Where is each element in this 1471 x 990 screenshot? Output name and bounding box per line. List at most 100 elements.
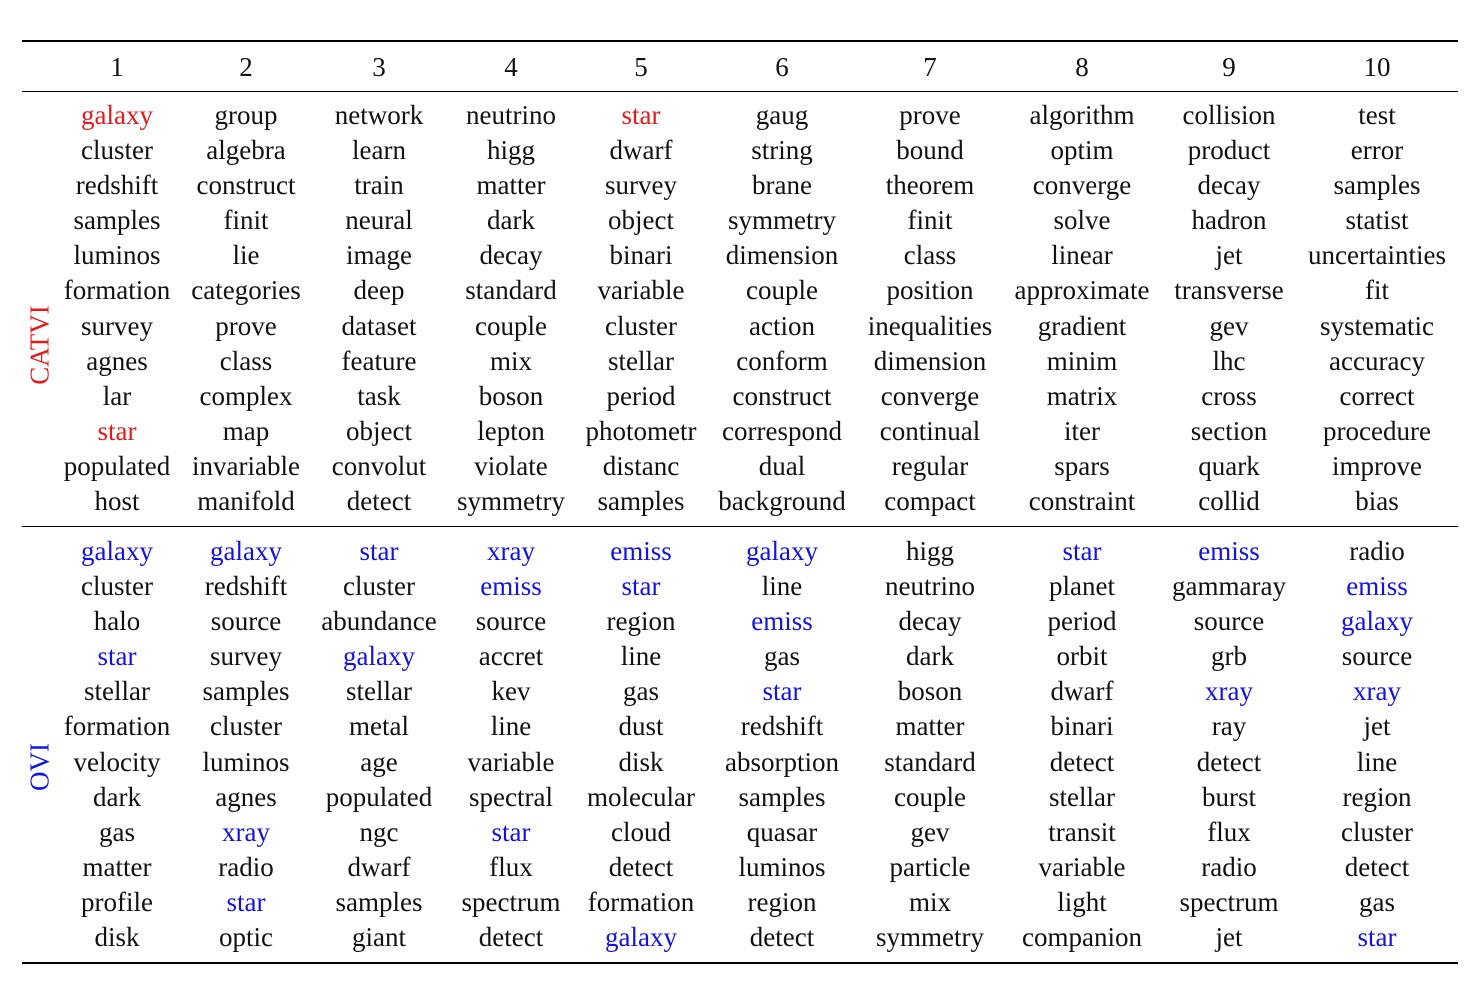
topic-word: construct bbox=[732, 380, 832, 411]
topic-word: stellar bbox=[608, 345, 674, 376]
topic-word: violate bbox=[474, 450, 548, 481]
topic-word: prove bbox=[899, 100, 961, 130]
topic-word: halo bbox=[93, 606, 141, 637]
topic-word: detect bbox=[478, 922, 544, 953]
topic-word: product bbox=[1187, 135, 1271, 166]
topic-word: source bbox=[1193, 606, 1265, 637]
topic-word: star bbox=[491, 816, 531, 847]
section-divider-rule bbox=[22, 526, 1458, 527]
topic-word: dark bbox=[487, 205, 535, 236]
bottom-rule bbox=[22, 962, 1458, 964]
topic-word: distanc bbox=[602, 450, 680, 481]
topic-word: star bbox=[1357, 922, 1397, 953]
topic-word: abundance bbox=[321, 606, 437, 637]
topic-word: galaxy bbox=[81, 100, 153, 130]
topic-column: galaxy cluster redshift samples luminos forma… bbox=[64, 98, 170, 519]
topic-word: samples bbox=[73, 205, 161, 236]
header-cell: 1 bbox=[110, 52, 124, 82]
topic-word: neutrino bbox=[466, 100, 556, 130]
topic-column: gaug string brane symmetry dimension couple ac… bbox=[718, 98, 845, 519]
topic-word: formation bbox=[63, 275, 171, 306]
topic-word: molecular bbox=[587, 781, 695, 812]
topic-word: symmetry bbox=[457, 486, 565, 517]
topic-word: optic bbox=[218, 922, 273, 953]
topic-word: gradient bbox=[1037, 310, 1127, 341]
topic-word: convolut bbox=[331, 450, 427, 481]
topic-word: radio bbox=[1201, 851, 1257, 882]
topic-word: populated bbox=[63, 450, 171, 481]
topic-word: region bbox=[1342, 781, 1412, 812]
topic-word: agnes bbox=[215, 781, 277, 812]
topic-word: galaxy bbox=[343, 641, 415, 672]
topic-word: theorem bbox=[885, 170, 975, 201]
topic-word: matrix bbox=[1046, 380, 1118, 411]
topic-word: categories bbox=[191, 275, 301, 306]
topic-word: detect bbox=[1196, 746, 1262, 777]
topic-word: grb bbox=[1210, 641, 1247, 672]
topic-column: network learn train neural image deep dataset f… bbox=[332, 98, 427, 519]
topic-word: flux bbox=[1207, 816, 1251, 847]
topic-word: emiss bbox=[1346, 571, 1408, 602]
topic-column: neutrino higg matter dark decay standard coupl… bbox=[457, 98, 565, 519]
topic-word: metal bbox=[349, 711, 409, 742]
topic-word: object bbox=[346, 415, 412, 446]
topic-word: light bbox=[1057, 886, 1107, 917]
topic-word: period bbox=[606, 380, 676, 411]
catvi-row-label: CATVI bbox=[24, 305, 55, 385]
topic-word: test bbox=[1358, 100, 1396, 130]
topic-word: couple bbox=[746, 275, 818, 306]
header-row: 1 2 3 4 5 6 7 8 9 10 bbox=[22, 46, 1458, 90]
topic-word: quasar bbox=[746, 816, 818, 847]
topic-word: region bbox=[606, 606, 676, 637]
topic-word: class bbox=[219, 345, 273, 376]
topic-word: radio bbox=[1349, 536, 1405, 566]
topic-word: disk bbox=[618, 746, 664, 777]
topic-word: survey bbox=[210, 641, 282, 672]
topic-word: accret bbox=[478, 641, 544, 672]
topic-word: variable bbox=[1038, 851, 1126, 882]
topic-word: xray bbox=[1205, 676, 1253, 707]
topic-word: variable bbox=[597, 275, 685, 306]
topic-column: test error samples statist uncertainties fit s… bbox=[1308, 98, 1446, 519]
topic-column: collision product decay hadron jet transverse… bbox=[1174, 98, 1283, 519]
topic-word: redshift bbox=[204, 571, 288, 602]
topic-word: emiss bbox=[1198, 536, 1260, 566]
topic-word: network bbox=[334, 100, 424, 130]
topic-word: samples bbox=[335, 886, 423, 917]
topic-word: source bbox=[210, 606, 282, 637]
topic-word: cloud bbox=[610, 816, 671, 847]
topic-word: algorithm bbox=[1029, 100, 1135, 130]
topic-word: inequalities bbox=[867, 310, 993, 341]
topic-word: gaug bbox=[755, 100, 809, 130]
topic-word: manifold bbox=[197, 486, 295, 517]
header-cell: 10 bbox=[1363, 52, 1391, 82]
topic-word: dwarf bbox=[609, 135, 673, 166]
topic-word: cluster bbox=[1341, 816, 1413, 847]
topic-column: emiss gammaray source grb xray ray detect burst… bbox=[1172, 534, 1286, 955]
topic-word: cluster bbox=[210, 711, 282, 742]
topic-word: systematic bbox=[1320, 310, 1434, 341]
topic-word: redshift bbox=[75, 170, 159, 201]
topic-word: jet bbox=[1363, 711, 1391, 742]
topic-word: prove bbox=[215, 310, 277, 341]
topic-word: class bbox=[903, 240, 957, 271]
topic-word: source bbox=[1341, 641, 1413, 672]
topic-word: section bbox=[1190, 415, 1268, 446]
topic-word: boson bbox=[478, 380, 544, 411]
topic-word: matter bbox=[895, 711, 965, 742]
topic-word: xray bbox=[1353, 676, 1401, 707]
topic-word: dust bbox=[618, 711, 664, 742]
topic-word: lar bbox=[102, 380, 132, 411]
topic-word: position bbox=[886, 275, 974, 306]
topic-word: regular bbox=[891, 450, 969, 481]
topic-word: converge bbox=[1032, 170, 1132, 201]
topic-word: decay bbox=[898, 606, 962, 637]
header-cell: 2 bbox=[239, 52, 253, 82]
topic-word: linear bbox=[1051, 240, 1113, 271]
header-cell: 9 bbox=[1222, 52, 1236, 82]
topic-word: star bbox=[97, 641, 137, 672]
topic-word: solve bbox=[1053, 205, 1111, 236]
topic-word: decay bbox=[479, 240, 543, 271]
topic-word: star bbox=[97, 415, 137, 446]
topic-word: gammaray bbox=[1172, 571, 1286, 602]
